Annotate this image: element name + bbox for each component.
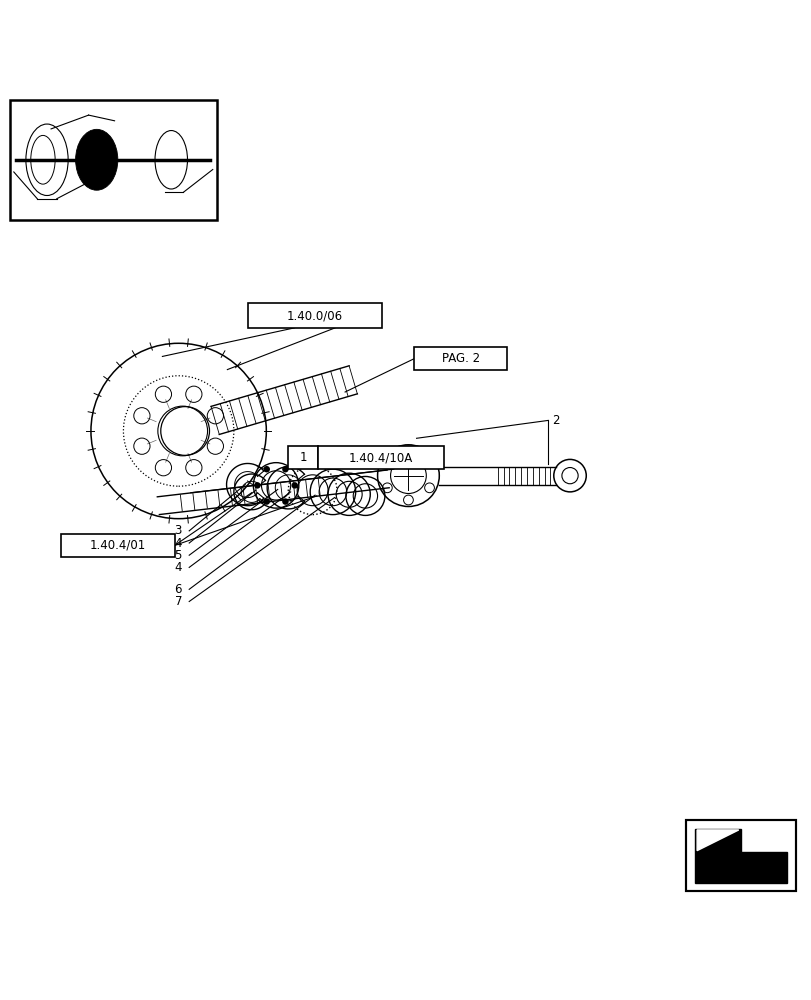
Text: 4: 4 <box>174 537 182 550</box>
Bar <box>61 534 174 557</box>
Bar <box>288 446 318 469</box>
Polygon shape <box>694 829 786 883</box>
Bar <box>10 100 217 220</box>
Bar <box>685 820 795 891</box>
Bar <box>685 820 795 891</box>
Text: 5: 5 <box>174 549 182 562</box>
Ellipse shape <box>75 129 118 190</box>
Circle shape <box>263 498 269 505</box>
Polygon shape <box>696 830 738 851</box>
Text: 7: 7 <box>174 595 182 608</box>
Bar <box>247 303 381 328</box>
Text: 2: 2 <box>551 414 559 427</box>
Bar <box>414 347 507 370</box>
Bar <box>318 446 444 469</box>
Text: 3: 3 <box>174 524 182 537</box>
Text: 1: 1 <box>299 451 307 464</box>
Circle shape <box>282 498 289 505</box>
Circle shape <box>263 466 269 472</box>
Text: PAG. 2: PAG. 2 <box>441 352 479 365</box>
Circle shape <box>282 466 289 472</box>
Text: 1.40.0/06: 1.40.0/06 <box>286 309 342 322</box>
Text: 1.40.4/01: 1.40.4/01 <box>89 539 146 552</box>
Text: 4: 4 <box>174 561 182 574</box>
Text: 6: 6 <box>174 583 182 596</box>
Text: 1.40.4/10A: 1.40.4/10A <box>349 451 413 464</box>
Circle shape <box>254 482 260 489</box>
Circle shape <box>291 482 298 489</box>
